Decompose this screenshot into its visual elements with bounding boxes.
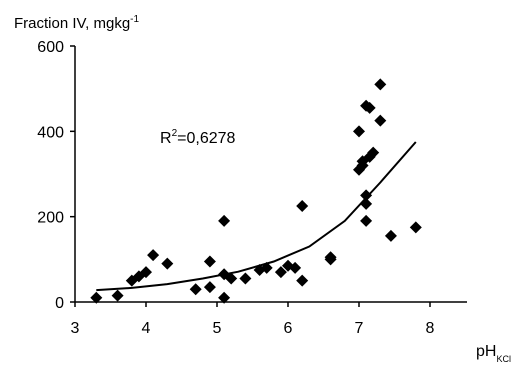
svg-text:R2=0,6278: R2=0,6278 bbox=[160, 128, 236, 147]
data-point bbox=[203, 281, 216, 294]
data-point bbox=[111, 289, 124, 302]
r-squared-annotation: R2=0,6278 bbox=[160, 128, 236, 147]
data-point bbox=[260, 261, 273, 274]
data-point bbox=[324, 251, 337, 264]
data-point bbox=[203, 255, 216, 268]
data-point bbox=[218, 214, 231, 227]
data-point bbox=[218, 291, 231, 304]
x-axis-title: pHKCl bbox=[476, 343, 511, 364]
y-axis-title-text: Fraction IV, mgkg bbox=[14, 15, 130, 32]
data-point bbox=[367, 146, 380, 159]
data-point bbox=[289, 261, 302, 274]
y-tick-label: 400 bbox=[37, 124, 64, 141]
x-tick-label: 8 bbox=[426, 320, 435, 337]
x-ticks: 3 4 5 6 7 8 bbox=[71, 302, 435, 337]
data-point bbox=[147, 249, 160, 262]
data-point bbox=[140, 266, 152, 279]
y-axis-title-superscript: -1 bbox=[130, 14, 139, 25]
y-axis-title: Fraction IV, mgkg-1 bbox=[14, 14, 140, 32]
y-tick-label: 200 bbox=[37, 210, 64, 227]
data-point bbox=[161, 257, 174, 270]
data-point bbox=[225, 272, 238, 285]
data-point bbox=[274, 266, 287, 279]
data-points bbox=[90, 78, 422, 304]
data-point bbox=[296, 274, 309, 287]
y-ticks: 0 200 400 600 bbox=[37, 39, 75, 312]
x-axis-title-text: pH bbox=[476, 343, 496, 360]
x-tick-label: 4 bbox=[142, 320, 151, 337]
data-point bbox=[296, 200, 309, 212]
data-point bbox=[363, 101, 376, 114]
data-point bbox=[374, 78, 387, 91]
x-axis-title-subscript: KCl bbox=[496, 354, 511, 364]
r-squared-value: =0,6278 bbox=[177, 130, 235, 147]
data-point bbox=[409, 221, 422, 234]
data-point bbox=[360, 214, 373, 227]
svg-text:pHKCl: pHKCl bbox=[476, 343, 511, 364]
data-point bbox=[360, 197, 373, 210]
x-tick-label: 7 bbox=[355, 320, 364, 337]
x-tick-label: 3 bbox=[71, 320, 80, 337]
x-tick-label: 5 bbox=[213, 320, 222, 337]
svg-text:Fraction IV, mgkg-1: Fraction IV, mgkg-1 bbox=[14, 14, 140, 32]
y-tick-label: 600 bbox=[37, 39, 64, 56]
data-point bbox=[353, 125, 365, 138]
y-tick-label: 0 bbox=[55, 295, 64, 312]
data-point bbox=[90, 291, 103, 304]
r-squared-superscript: 2 bbox=[172, 128, 178, 139]
r-squared-prefix: R bbox=[160, 130, 172, 147]
x-tick-label: 6 bbox=[284, 320, 293, 337]
data-point bbox=[189, 283, 202, 296]
data-point bbox=[360, 189, 373, 202]
data-point bbox=[239, 272, 252, 285]
data-point bbox=[374, 114, 387, 127]
data-point bbox=[384, 229, 397, 242]
